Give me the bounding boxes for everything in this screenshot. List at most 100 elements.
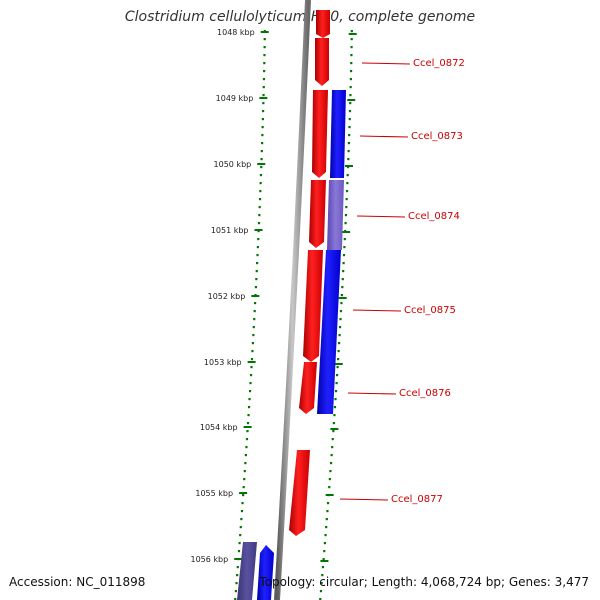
gene-label-leader (359, 135, 409, 138)
topology-label: Topology: (259, 575, 316, 589)
gene-label[interactable]: Ccel_0877 (391, 494, 443, 505)
ruler-dot (344, 222, 347, 225)
gene-feature[interactable] (289, 450, 310, 536)
ruler-dot (256, 246, 259, 249)
ruler-dot (252, 334, 255, 337)
ruler-dot (347, 158, 350, 161)
ruler-dot (257, 222, 261, 225)
gene-label-leader (356, 215, 406, 218)
ruler-dot (348, 134, 351, 137)
ruler-dot (235, 582, 238, 585)
ruler-dot (348, 110, 352, 113)
genome-title: Clostridium cellulolyticum H10, complete… (124, 9, 476, 25)
gene-feature[interactable] (303, 250, 323, 362)
gene-label[interactable]: Ccel_0872 (413, 58, 465, 69)
gene-labels: Ccel_0872 Ccel_0873 Ccel_0874 Ccel_0875 Ccel… (339, 58, 465, 505)
ruler-dot (253, 302, 257, 305)
ruler-dot (341, 286, 344, 289)
ruler-dot (240, 510, 244, 513)
ruler-dot (321, 574, 324, 577)
ruler-dot (343, 238, 346, 241)
ruler-dot (337, 350, 340, 353)
ruler-dot (323, 542, 327, 545)
ruler-dot (348, 118, 351, 121)
gene-feature[interactable] (330, 90, 346, 178)
ruler-tick-label: 1052 kbp (208, 292, 246, 301)
ruler-tick-label: 1048 kbp (217, 28, 255, 37)
length-label: Length: (371, 575, 418, 589)
ruler-dot (259, 190, 262, 193)
ruler-dot (251, 342, 254, 345)
ruler-dot (246, 422, 250, 425)
ruler-dot (242, 494, 245, 497)
gene-label[interactable]: Ccel_0876 (399, 388, 451, 399)
ruler-dot (340, 302, 343, 305)
ruler-dot (336, 358, 340, 361)
ruler-dot (346, 166, 350, 169)
ruler-dot (342, 270, 345, 273)
ruler-dot (248, 398, 251, 401)
gene-label-leader (361, 62, 411, 65)
ruler-dot (349, 78, 352, 81)
ruler-dot (329, 462, 333, 465)
ruler-dot (258, 198, 262, 201)
genes-label: Genes: (508, 575, 551, 589)
inner-track-ruler (319, 30, 357, 600)
ruler-dot (260, 166, 263, 169)
ruler-dot (349, 86, 352, 89)
ruler-dot (239, 526, 242, 529)
ruler-dot (337, 342, 341, 345)
ruler-dot (254, 286, 258, 289)
gene-feature[interactable] (237, 542, 257, 600)
ruler-tick-label: 1054 kbp (200, 423, 238, 432)
accession-readout: Accession: NC_011898 (9, 575, 145, 589)
ruler-dot (328, 486, 331, 489)
gene-feature[interactable] (316, 10, 330, 38)
gene-feature[interactable] (315, 38, 329, 86)
ruler-tick-label: 1055 kbp (195, 489, 233, 498)
ruler-dot (346, 182, 349, 185)
ruler-dot (242, 486, 245, 489)
ruler-dot (261, 118, 264, 121)
ruler-dot (346, 174, 349, 177)
ruler-dot (251, 350, 254, 353)
ruler-dot (345, 190, 349, 193)
genome-summary-readout: Topology: circular; Length: 4,068,724 bp… (259, 575, 589, 589)
ruler-dot (262, 102, 265, 105)
ruler-dot (239, 534, 242, 537)
ruler-dot (243, 470, 246, 473)
ruler-dot (336, 366, 339, 369)
ruler-tick-label: 1051 kbp (211, 226, 249, 235)
ruler-dot (253, 310, 256, 313)
topology-value: circular (319, 575, 364, 589)
ruler-dot (241, 502, 244, 505)
ruler-dot (260, 158, 263, 161)
gene-label[interactable]: Ccel_0875 (404, 305, 456, 316)
ruler-dot (345, 198, 348, 201)
ruler-dot (250, 358, 254, 361)
gene-label[interactable]: Ccel_0873 (411, 131, 463, 142)
gene-feature[interactable] (327, 180, 344, 250)
ruler-dot (343, 246, 346, 249)
gene-feature[interactable] (299, 362, 317, 414)
ruler-dot (260, 150, 263, 153)
kbp-ruler: 1048 kbp 1049 kbp 1050 kbp 1051 kbp 1052 kbp… (191, 28, 269, 600)
ruler-dot (350, 38, 353, 41)
ruler-dot (342, 254, 346, 257)
gene-label[interactable]: Ccel_0874 (408, 211, 460, 222)
gene-feature[interactable] (317, 250, 341, 414)
gene-track (237, 10, 346, 600)
ruler-dot (249, 374, 253, 377)
ruler-dot (263, 62, 266, 65)
gene-feature[interactable] (309, 180, 326, 248)
ruler-dot (238, 542, 241, 545)
gene-feature[interactable] (312, 90, 328, 178)
ruler-tick-label: 1053 kbp (204, 358, 242, 367)
ruler-dot (333, 406, 337, 409)
ruler-dot (326, 502, 330, 505)
gene-feature[interactable] (257, 545, 274, 600)
ruler-dot (258, 214, 261, 217)
ruler-dot (236, 574, 239, 577)
